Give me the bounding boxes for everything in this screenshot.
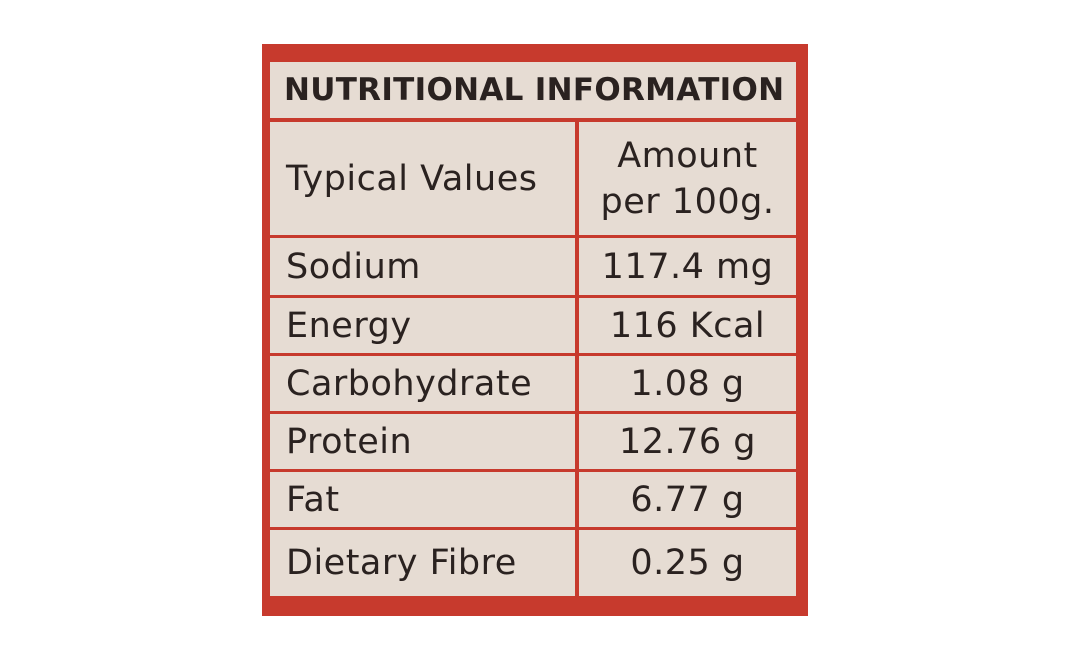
nutrient-name: Energy (270, 298, 575, 353)
nutrition-label: NUTRITIONAL INFORMATION Typical Values Am… (262, 44, 808, 616)
column-header: Typical Values (270, 122, 575, 235)
nutrient-name: Carbohydrate (270, 356, 575, 411)
nutrient-name: Sodium (270, 238, 575, 295)
nutrient-amount: 12.76 g (579, 414, 796, 469)
nutrient-name: Fat (270, 472, 575, 527)
nutrient-name: Dietary Fibre (270, 530, 575, 596)
nutrient-amount: 1.08 g (579, 356, 796, 411)
nutrient-amount: 0.25 g (579, 530, 796, 596)
nutrient-amount: 116 Kcal (579, 298, 796, 353)
nutrient-amount: 6.77 g (579, 472, 796, 527)
nutrient-amount: 117.4 mg (579, 238, 796, 295)
nutrient-name: Protein (270, 414, 575, 469)
column-header: Amount per 100g. (579, 122, 796, 235)
label-title: NUTRITIONAL INFORMATION (270, 62, 796, 118)
